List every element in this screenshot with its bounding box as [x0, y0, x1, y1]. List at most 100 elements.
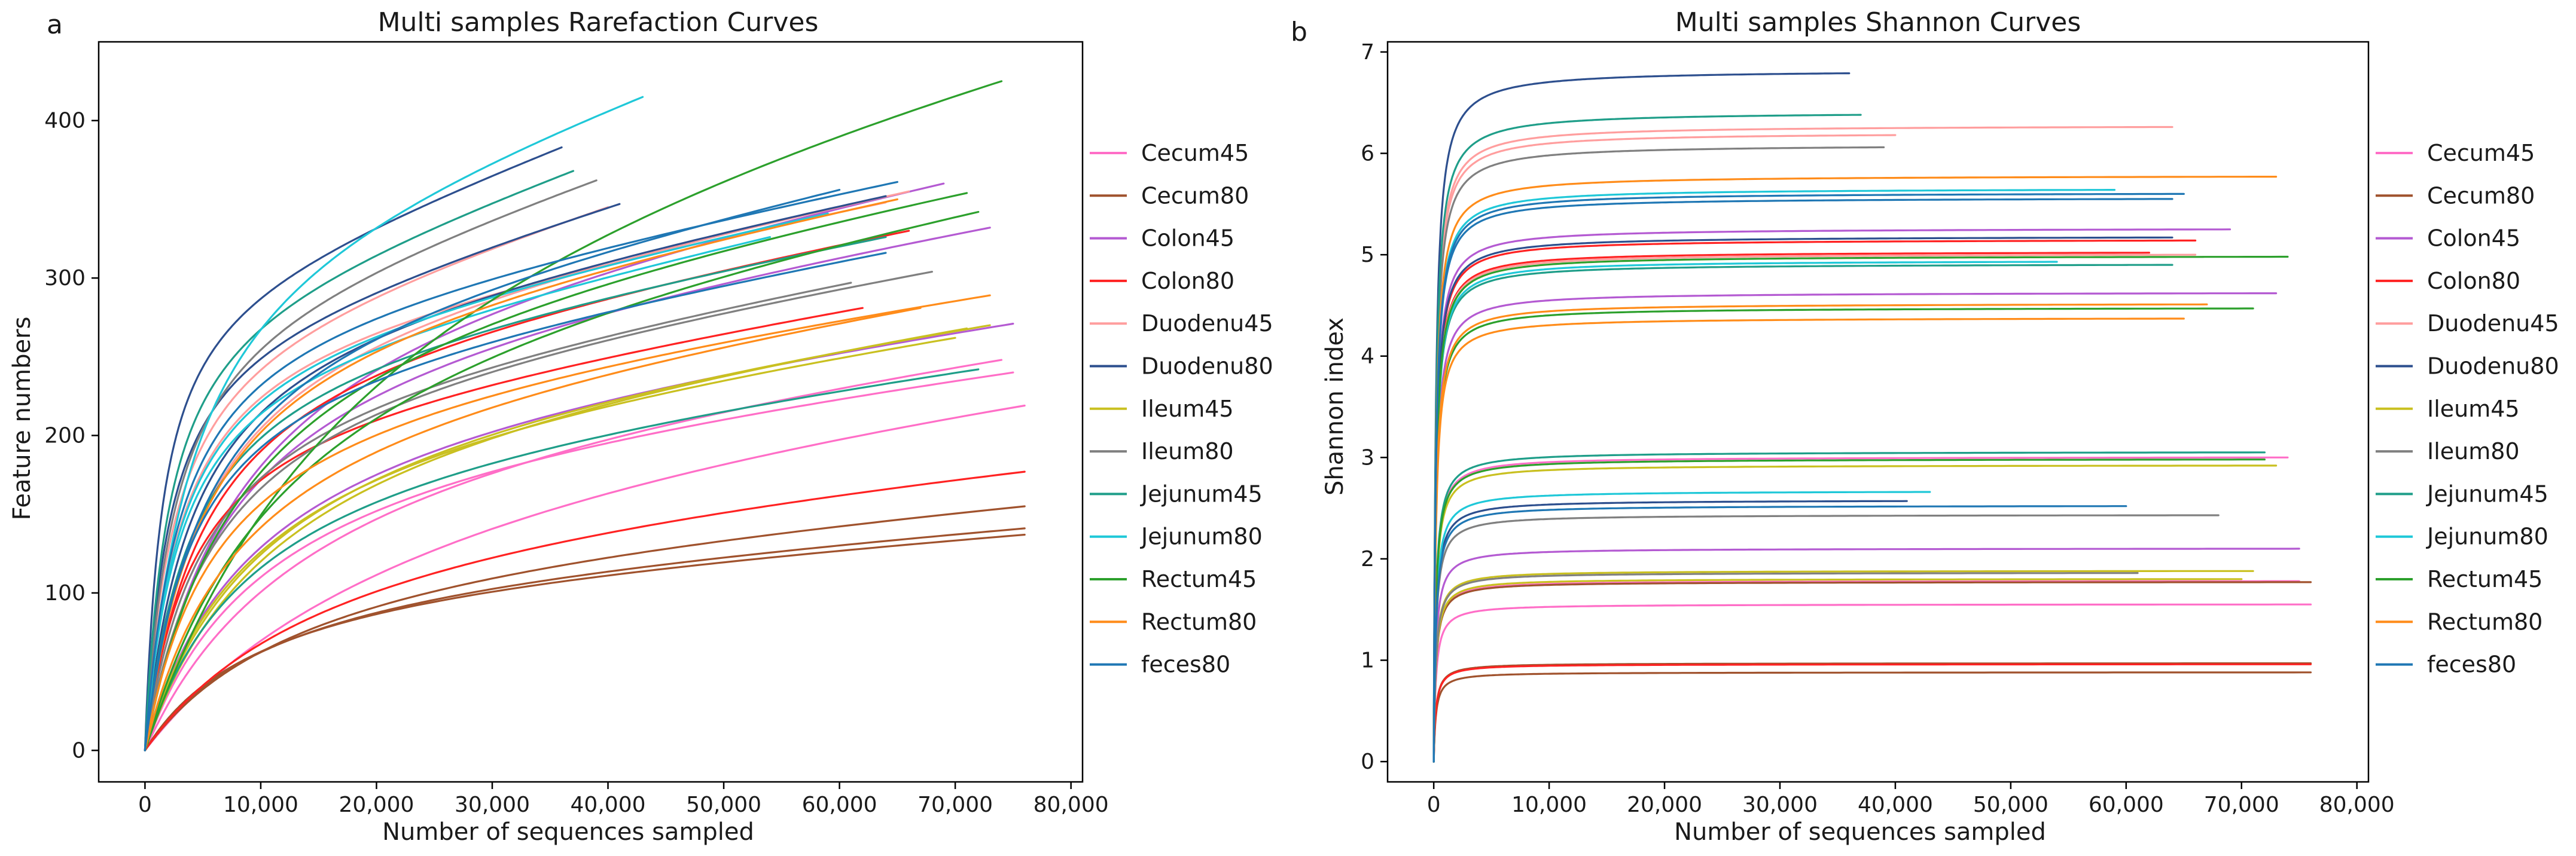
shannon-legend-label-jejunum80: Jejunum80	[2426, 524, 2548, 550]
shannon-legend-label-duodenu45: Duodenu45	[2427, 310, 2559, 337]
rarefaction-curve-cecum80-3	[144, 533, 1026, 751]
shannon-y-tick-label: 4	[1361, 344, 1374, 369]
shannon-curve-feces80-1	[1432, 192, 2185, 763]
shannon-curve-rectum45-3	[1432, 458, 2266, 763]
rarefaction-curve-jejunum80-3	[144, 236, 772, 751]
shannon-x-tick-label: 60,000	[2089, 793, 2164, 817]
rarefaction-legend-label-cecum45: Cecum45	[1141, 140, 1249, 166]
shannon-curve-cecum80-2	[1432, 671, 2312, 763]
shannon-legend-label-ileum80: Ileum80	[2427, 438, 2520, 464]
rarefaction-legend-label-colon45: Colon45	[1141, 225, 1234, 252]
rarefaction-legend-label-feces80: feces80	[1141, 652, 1230, 678]
shannon-curve-ileum45-2	[1432, 570, 2254, 763]
rarefaction-x-tick-label: 30,000	[455, 793, 530, 817]
rarefaction-plot-frame	[97, 41, 1084, 783]
shannon-y-tick-label: 6	[1361, 142, 1374, 166]
rarefaction-legend-label-rectum45: Rectum45	[1141, 566, 1257, 592]
shannon-legend-label-cecum45: Cecum45	[2427, 140, 2535, 166]
shannon-curve-rectum80-1	[1432, 176, 2278, 763]
shannon-legend-label-colon80: Colon80	[2427, 268, 2520, 294]
shannon-x-tick-label: 20,000	[1627, 793, 1702, 817]
shannon-curve-cecum45-1	[1432, 603, 2312, 763]
rarefaction-y-tick-label: 0	[72, 738, 86, 763]
shannon-curve-ileum80-2	[1432, 514, 2220, 763]
shannon-curve-jejunum80-1	[1432, 491, 1931, 763]
shannon-curve-ileum80-1	[1432, 146, 1885, 763]
shannon-curve-feces80-2	[1432, 198, 2173, 763]
shannon-x-tick-label: 50,000	[1973, 793, 2048, 817]
shannon-curve-ileum80-3	[1432, 572, 2139, 763]
shannon-legend-label-rectum80: Rectum80	[2427, 609, 2543, 635]
rarefaction-y-tick-label: 400	[44, 109, 86, 133]
rarefaction-legend: Cecum45 Cecum80 Colon45 Colon80 Duodenu45 Duo…	[1090, 140, 1273, 678]
rarefaction-legend-label-duodenu80: Duodenu80	[1141, 353, 1273, 380]
shannon-x-tick-label: 30,000	[1742, 793, 1818, 817]
panel-label-a: a	[47, 10, 63, 40]
shannon-curve-ileum45-1	[1432, 464, 2278, 763]
shannon-x-tick-label: 10,000	[1511, 793, 1587, 817]
rarefaction-y-tick-label: 100	[44, 581, 86, 606]
rarefaction-curve-rectum45-3	[144, 210, 980, 751]
rarefaction-curve-jejunum45-1	[144, 170, 575, 751]
shannon-curve-jejunum45-1	[1432, 114, 1862, 763]
rarefaction-y-tick-label: 300	[44, 266, 86, 291]
shannon-y-tick-label: 0	[1361, 750, 1374, 774]
rarefaction-x-axis-label: Number of sequences sampled	[382, 818, 754, 846]
shannon-legend-label-duodenu80: Duodenu80	[2427, 353, 2559, 380]
rarefaction-curve-colon80-1	[144, 470, 1026, 751]
shannon-series-layer	[1432, 72, 2312, 763]
rarefaction-series-layer	[144, 80, 1026, 751]
rarefaction-legend-label-duodenu45: Duodenu45	[1141, 310, 1273, 337]
shannon-x-tick-label: 40,000	[1858, 793, 1933, 817]
shannon-legend-label-colon45: Colon45	[2427, 225, 2520, 252]
shannon-curve-colon45-1	[1432, 292, 2278, 763]
rarefaction-x-tick-label: 60,000	[802, 793, 877, 817]
rarefaction-x-tick-label: 70,000	[917, 793, 993, 817]
rarefaction-legend-label-ileum80: Ileum80	[1141, 438, 1234, 464]
shannon-curve-rectum80-2	[1432, 303, 2208, 763]
shannon-y-tick-label: 3	[1361, 445, 1374, 470]
shannon-legend-label-cecum80: Cecum80	[2427, 182, 2535, 209]
rarefaction-y-tick-label: 200	[44, 424, 86, 448]
shannon-curve-colon80-1	[1432, 663, 2312, 763]
shannon-plot-frame	[1386, 41, 2370, 783]
panel-label-b: b	[1291, 17, 1307, 47]
rarefaction-curve-duodenu80-3	[144, 195, 887, 751]
shannon-x-tick-label: 0	[1427, 793, 1441, 817]
shannon-y-tick-label: 1	[1361, 648, 1374, 672]
rarefaction-curve-ileum80-1	[144, 179, 597, 751]
rarefaction-curve-ileum80-3	[144, 282, 852, 751]
shannon-x-tick-label: 80,000	[2319, 793, 2395, 817]
shannon-legend-label-rectum45: Rectum45	[2427, 566, 2543, 592]
rarefaction-legend-label-jejunum80: Jejunum80	[1140, 524, 1263, 550]
shannon-y-tick-label: 5	[1361, 243, 1374, 267]
rarefaction-legend-label-colon80: Colon80	[1141, 268, 1234, 294]
rarefaction-chart-title: Multi samples Rarefaction Curves	[378, 7, 819, 38]
shannon-curve-jejunum45-2	[1432, 451, 2266, 763]
shannon-curve-feces80-3	[1432, 505, 2127, 763]
rarefaction-curve-duodenu80-1	[144, 146, 563, 751]
rarefaction-axis-ticks: 0 10,000 20,000 30,000 40,000 50,000 60,000 70,…	[44, 109, 1108, 817]
shannon-curve-rectum45-2	[1432, 307, 2254, 763]
shannon-curve-duodenu80-2	[1432, 500, 1908, 763]
rarefaction-curve-feces80-3	[144, 189, 841, 751]
rarefaction-x-tick-label: 50,000	[686, 793, 761, 817]
shannon-curve-colon45-3	[1432, 548, 2300, 763]
rarefaction-x-tick-label: 80,000	[1034, 793, 1109, 817]
rarefaction-curve-rectum80-1	[144, 294, 991, 751]
shannon-y-tick-label: 2	[1361, 547, 1374, 571]
shannon-legend-label-feces80: feces80	[2427, 652, 2516, 678]
shannon-curve-duodenu80-1	[1432, 72, 1851, 763]
rarefaction-chart: a Multi samples Rarefaction Curves Numbe…	[8, 7, 1273, 846]
shannon-y-axis-label: Shannon index	[1321, 317, 1349, 496]
rarefaction-curve-rectum80-2	[144, 307, 922, 751]
shannon-curve-duodenu45-2	[1432, 126, 2173, 763]
shannon-x-tick-label: 70,000	[2204, 793, 2279, 817]
rarefaction-x-tick-label: 40,000	[571, 793, 646, 817]
shannon-curve-ileum45-3	[1432, 578, 2243, 763]
shannon-legend-label-ileum45: Ileum45	[2427, 396, 2520, 422]
rarefaction-legend-label-rectum80: Rectum80	[1141, 609, 1257, 635]
shannon-curve-cecum80-3	[1432, 581, 2312, 763]
rarefaction-curve-feces80-1	[144, 181, 898, 751]
